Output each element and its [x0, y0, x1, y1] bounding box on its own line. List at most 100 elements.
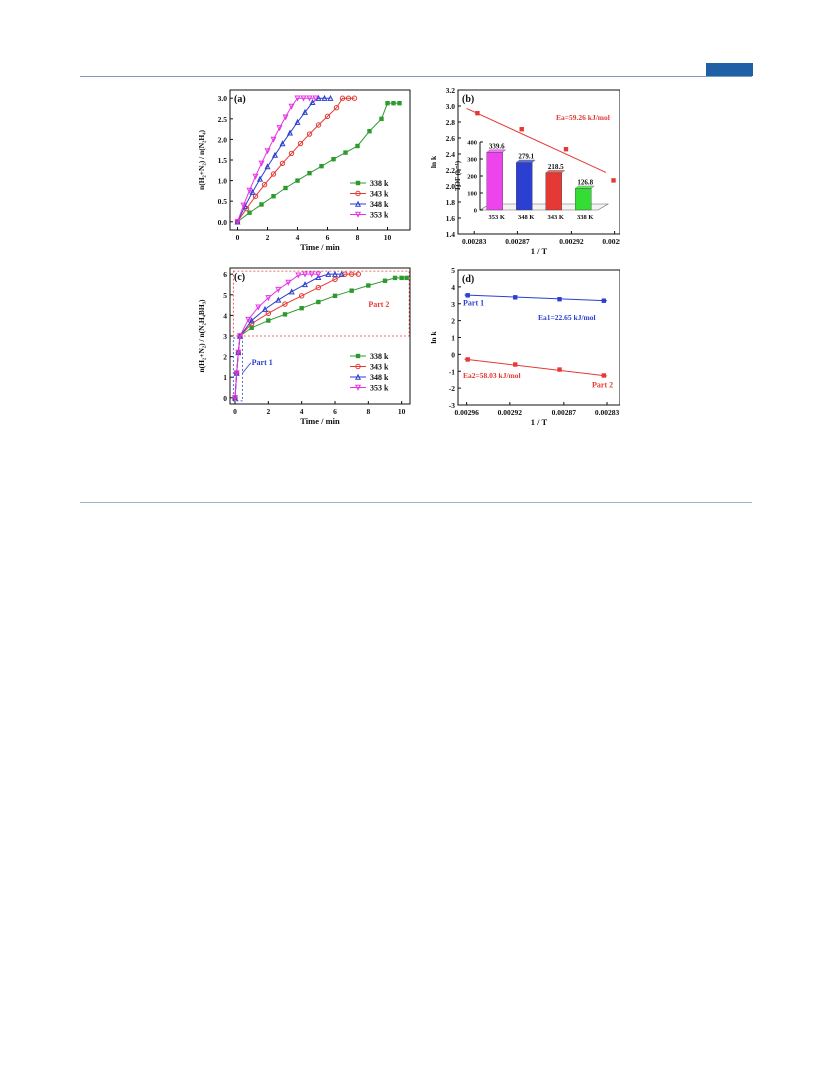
- tof-category-label: 348 K: [518, 214, 534, 221]
- x-tick-label: 0.00292: [559, 237, 584, 246]
- y-tick-label: 5: [451, 266, 455, 275]
- legend-marker: [355, 180, 361, 186]
- data-point: [325, 270, 332, 277]
- data-point: [513, 362, 518, 367]
- legend-marker: [354, 373, 362, 380]
- data-point: [258, 160, 265, 167]
- part2-label: Part 2: [592, 380, 613, 389]
- data-point: [345, 95, 352, 101]
- panel-label: (b): [462, 94, 474, 105]
- data-point: [294, 118, 301, 125]
- data-point: [557, 367, 562, 372]
- x-axis-label: Time / min: [300, 242, 340, 252]
- data-point: [301, 281, 309, 288]
- data-point: [399, 275, 404, 281]
- data-point: [475, 111, 480, 116]
- data-point: [601, 373, 606, 378]
- data-point: [247, 210, 252, 215]
- data-point: [276, 125, 283, 132]
- inset-y-tick-label: 100: [467, 191, 477, 198]
- y-tick-label: 2: [451, 317, 455, 326]
- data-point: [315, 273, 322, 280]
- tof-value-label: 339.6: [489, 142, 505, 150]
- y-tick-label: 3.0: [446, 102, 456, 111]
- part2-region: [232, 270, 410, 337]
- x-tick-label: 0.00292: [498, 408, 523, 417]
- x-tick-label: 4: [300, 407, 304, 416]
- data-point: [264, 163, 271, 170]
- tof-value-label: 218.5: [548, 163, 564, 171]
- y-tick-label: 0.5: [218, 197, 228, 206]
- data-point: [295, 272, 302, 279]
- plot-frame: [457, 89, 621, 235]
- data-point: [279, 160, 286, 166]
- data-point: [248, 317, 255, 324]
- part1-label: Part 1: [463, 298, 484, 307]
- x-tick-label: 8: [366, 407, 370, 416]
- data-point: [288, 288, 295, 295]
- legend-marker: [354, 384, 362, 391]
- part2-label: Part 2: [368, 300, 389, 309]
- x-tick-label: 0.00296: [454, 408, 479, 417]
- y-tick-label: 2.2: [446, 166, 456, 175]
- data-point: [252, 193, 259, 199]
- x-axis-label: 1 / T: [531, 417, 548, 427]
- data-point: [299, 305, 304, 311]
- tof-bar: [575, 188, 592, 211]
- y-axis-label: n(H₂+N₂) / n(N₂H₄BH₃): [197, 299, 206, 373]
- part1-region: [232, 337, 243, 402]
- y-axis-label: n(H₂+N₂) / n(N₂H₄): [197, 130, 206, 190]
- series-2: [464, 357, 608, 378]
- y-tick-label: 2.0: [446, 182, 456, 191]
- series-line: [237, 97, 355, 223]
- inset-y-tick-label: 400: [467, 140, 477, 147]
- tof-value-label: 126.8: [577, 178, 593, 186]
- data-point: [306, 131, 313, 137]
- plot-frame: [229, 89, 411, 231]
- series-4: [231, 271, 322, 402]
- x-tick-label: 6: [333, 407, 337, 416]
- data-point: [270, 171, 277, 177]
- x-tick-label: 2: [266, 407, 270, 416]
- data-point: [316, 299, 321, 305]
- tof-bar: [516, 162, 533, 211]
- series-1: [464, 293, 608, 303]
- data-point: [557, 296, 562, 302]
- legend-label: 338 k: [370, 179, 389, 188]
- data-point: [324, 113, 331, 120]
- y-tick-label: 6: [223, 270, 227, 279]
- y-tick-label: 1: [451, 334, 455, 343]
- data-point: [312, 95, 319, 102]
- data-point: [331, 156, 336, 162]
- panel-1: 0 2 4 6 8 10 0.0 0.5 1.0 1.5 2.0 2.5 3.0 (a) Time / mi…: [197, 89, 411, 252]
- fit-line: [464, 358, 608, 377]
- y-tick-label: 1.6: [446, 214, 456, 223]
- data-point: [332, 276, 338, 283]
- y-tick-label: 2.8: [446, 118, 456, 127]
- ea-annotation: Ea=59.26 kJ/mol: [556, 113, 610, 122]
- data-point: [367, 128, 372, 134]
- data-point: [315, 271, 322, 278]
- y-axis-label: ln k: [429, 155, 438, 168]
- data-point: [349, 288, 354, 293]
- y-tick-label: 0: [451, 350, 455, 359]
- x-axis-label: Time / min: [300, 416, 340, 426]
- data-point: [355, 143, 360, 149]
- y-tick-label: -3: [449, 401, 455, 410]
- legend-label: 348 k: [370, 200, 389, 209]
- data-point: [391, 100, 396, 106]
- legend-label: 343 k: [370, 190, 389, 199]
- data-point: [339, 95, 346, 101]
- x-tick-label: 0.00287: [552, 408, 577, 417]
- data-point: [319, 163, 324, 169]
- y-axis-label: ln k: [429, 331, 438, 344]
- series-4: [234, 95, 319, 226]
- header-tab: [706, 63, 753, 76]
- y-tick-label: 1.0: [218, 177, 228, 186]
- x-tick-label: 2: [266, 233, 270, 242]
- data-point: [513, 295, 518, 300]
- series-line: [237, 97, 316, 222]
- x-tick-label: 0.00287: [505, 237, 530, 246]
- x-tick-label: 4: [296, 233, 300, 242]
- fit-line: [464, 294, 608, 302]
